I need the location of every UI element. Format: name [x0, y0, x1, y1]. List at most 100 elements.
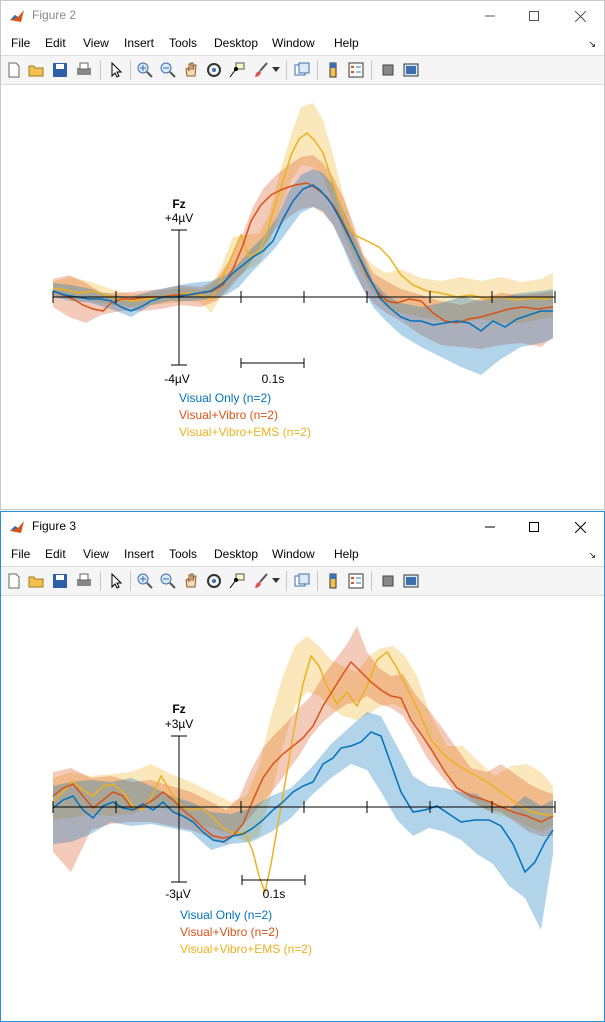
figure-toolbar	[1, 566, 604, 596]
menu-view[interactable]: View	[83, 547, 109, 561]
legend-visual-vibro-ems: Visual+Vibro+EMS (n=2)	[180, 942, 312, 956]
shade-visual-vibro	[53, 155, 553, 349]
menu-file[interactable]: File	[11, 547, 31, 561]
plot-axes	[52, 229, 556, 368]
maximize-button[interactable]	[511, 512, 557, 542]
channel-label: Fz	[172, 197, 185, 211]
figure-window-3: Figure 3 File Edit View Insert Tools Des…	[0, 511, 605, 1022]
data-cursor-icon[interactable]	[228, 572, 246, 590]
zoom-out-icon[interactable]	[159, 61, 177, 79]
legend-visual-vibro: Visual+Vibro (n=2)	[180, 925, 279, 939]
menu-insert[interactable]: Insert	[124, 36, 155, 50]
hide-plot-tools-icon[interactable]	[379, 572, 397, 590]
bottom-scale-label: -4µV	[164, 372, 190, 386]
brush-icon[interactable]	[252, 572, 270, 590]
show-plot-tools-icon[interactable]	[402, 572, 420, 590]
pointer-icon[interactable]	[107, 61, 125, 79]
line-visual-only	[52, 184, 553, 332]
menu-bar: File Edit View Insert Tools Desktop Wind…	[1, 33, 604, 53]
figure-window-2: Figure 2 File Edit View Insert Tools Des…	[0, 0, 605, 510]
shade-visual-vibro	[53, 626, 553, 872]
open-file-icon[interactable]	[27, 61, 45, 79]
time-scale-label: 0.1s	[263, 887, 286, 901]
shade-visual-vibro-ems	[53, 636, 553, 842]
pan-icon[interactable]	[182, 61, 200, 79]
menu-view[interactable]: View	[83, 36, 109, 50]
legend-visual-vibro: Visual+Vibro (n=2)	[179, 408, 278, 422]
line-visual-only	[52, 731, 554, 874]
menu-desktop[interactable]: Desktop	[214, 547, 259, 561]
maximize-icon	[529, 522, 539, 532]
menu-edit[interactable]: Edit	[45, 547, 66, 561]
pointer-icon[interactable]	[107, 572, 125, 590]
menu-desktop[interactable]: Desktop	[214, 36, 259, 50]
menu-window[interactable]: Window	[272, 36, 315, 50]
show-plot-tools-icon[interactable]	[402, 61, 420, 79]
data-cursor-icon[interactable]	[228, 61, 246, 79]
maximize-button[interactable]	[511, 1, 557, 31]
pan-icon[interactable]	[182, 572, 200, 590]
close-icon	[574, 521, 586, 533]
erp-plot: Fz +4µV -4µV 0.1s Visual Only (n=2) Visu…	[52, 103, 556, 439]
plot-axes	[52, 735, 556, 885]
print-icon[interactable]	[75, 61, 93, 79]
hide-plot-tools-icon[interactable]	[379, 61, 397, 79]
top-scale-label: +3µV	[165, 717, 194, 731]
close-button[interactable]	[557, 512, 603, 542]
legend-icon[interactable]	[347, 61, 365, 79]
colorbar-icon[interactable]	[324, 572, 342, 590]
save-icon[interactable]	[51, 572, 69, 590]
line-visual-vibro	[52, 660, 554, 839]
menu-file[interactable]: File	[11, 36, 31, 50]
brush-icon[interactable]	[252, 61, 270, 79]
matlab-logo-icon	[9, 519, 25, 535]
shade-visual-only	[53, 712, 553, 930]
menu-help[interactable]: Help	[334, 547, 359, 561]
minimize-button[interactable]	[467, 512, 513, 542]
close-button[interactable]	[557, 1, 603, 31]
open-file-icon[interactable]	[27, 572, 45, 590]
title-bar[interactable]: Figure 2	[1, 1, 604, 31]
new-figure-icon[interactable]	[5, 572, 23, 590]
close-icon	[574, 10, 586, 22]
matlab-logo-icon	[9, 8, 25, 24]
rotate-icon[interactable]	[205, 61, 223, 79]
line-visual-vibro-ems	[52, 650, 554, 895]
channel-label: Fz	[172, 702, 185, 716]
minimize-icon	[485, 15, 495, 17]
zoom-out-icon[interactable]	[159, 572, 177, 590]
legend-icon[interactable]	[347, 572, 365, 590]
legend-visual-only: Visual Only (n=2)	[180, 908, 272, 922]
menu-help[interactable]: Help	[334, 36, 359, 50]
window-title: Figure 3	[32, 519, 77, 533]
bottom-scale-label: -3µV	[165, 887, 191, 901]
shade-visual-vibro-ems	[53, 103, 553, 323]
zoom-in-icon[interactable]	[136, 61, 154, 79]
brush-dropdown-icon[interactable]	[271, 572, 281, 590]
menu-dock-arrow-icon[interactable]: ↘	[588, 550, 596, 560]
title-bar[interactable]: Figure 3	[1, 512, 604, 542]
minimize-icon	[485, 526, 495, 528]
colorbar-icon[interactable]	[324, 61, 342, 79]
figure-toolbar	[1, 55, 604, 85]
menu-tools[interactable]: Tools	[169, 36, 198, 50]
menu-dock-arrow-icon[interactable]: ↘	[588, 39, 596, 49]
brush-dropdown-icon[interactable]	[271, 61, 281, 79]
maximize-icon	[529, 11, 539, 21]
print-icon[interactable]	[75, 572, 93, 590]
menu-edit[interactable]: Edit	[45, 36, 66, 50]
link-plot-icon[interactable]	[293, 572, 311, 590]
menu-bar: File Edit View Insert Tools Desktop Wind…	[1, 544, 604, 564]
new-figure-icon[interactable]	[5, 61, 23, 79]
menu-insert[interactable]: Insert	[124, 547, 155, 561]
zoom-in-icon[interactable]	[136, 572, 154, 590]
save-icon[interactable]	[51, 61, 69, 79]
menu-tools[interactable]: Tools	[169, 547, 198, 561]
erp-plot: Fz +3µV -3µV 0.1s Visual Only (n=2) Visu…	[52, 626, 556, 956]
rotate-icon[interactable]	[205, 572, 223, 590]
legend-visual-vibro-ems: Visual+Vibro+EMS (n=2)	[179, 425, 311, 439]
legend-visual-only: Visual Only (n=2)	[179, 391, 271, 405]
minimize-button[interactable]	[467, 1, 513, 31]
link-plot-icon[interactable]	[293, 61, 311, 79]
menu-window[interactable]: Window	[272, 547, 315, 561]
